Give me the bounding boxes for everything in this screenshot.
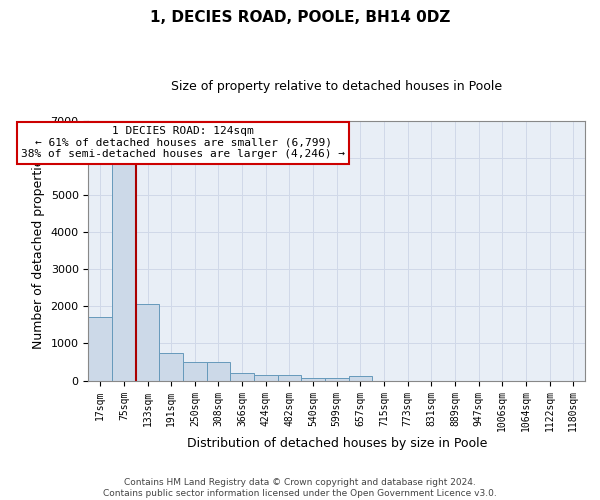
- Bar: [325, 378, 349, 380]
- Bar: [206, 362, 230, 380]
- Bar: [349, 376, 372, 380]
- Bar: [88, 318, 112, 380]
- Title: Size of property relative to detached houses in Poole: Size of property relative to detached ho…: [171, 80, 502, 93]
- Y-axis label: Number of detached properties: Number of detached properties: [32, 152, 45, 349]
- Text: 1 DECIES ROAD: 124sqm
← 61% of detached houses are smaller (6,799)
38% of semi-d: 1 DECIES ROAD: 124sqm ← 61% of detached …: [21, 126, 345, 160]
- Bar: [254, 375, 278, 380]
- Bar: [183, 362, 206, 380]
- Bar: [112, 164, 136, 380]
- Bar: [136, 304, 160, 380]
- Text: Contains HM Land Registry data © Crown copyright and database right 2024.
Contai: Contains HM Land Registry data © Crown c…: [103, 478, 497, 498]
- Bar: [301, 378, 325, 380]
- Bar: [230, 374, 254, 380]
- Bar: [160, 354, 183, 380]
- Bar: [278, 375, 301, 380]
- Text: 1, DECIES ROAD, POOLE, BH14 0DZ: 1, DECIES ROAD, POOLE, BH14 0DZ: [150, 10, 450, 25]
- X-axis label: Distribution of detached houses by size in Poole: Distribution of detached houses by size …: [187, 437, 487, 450]
